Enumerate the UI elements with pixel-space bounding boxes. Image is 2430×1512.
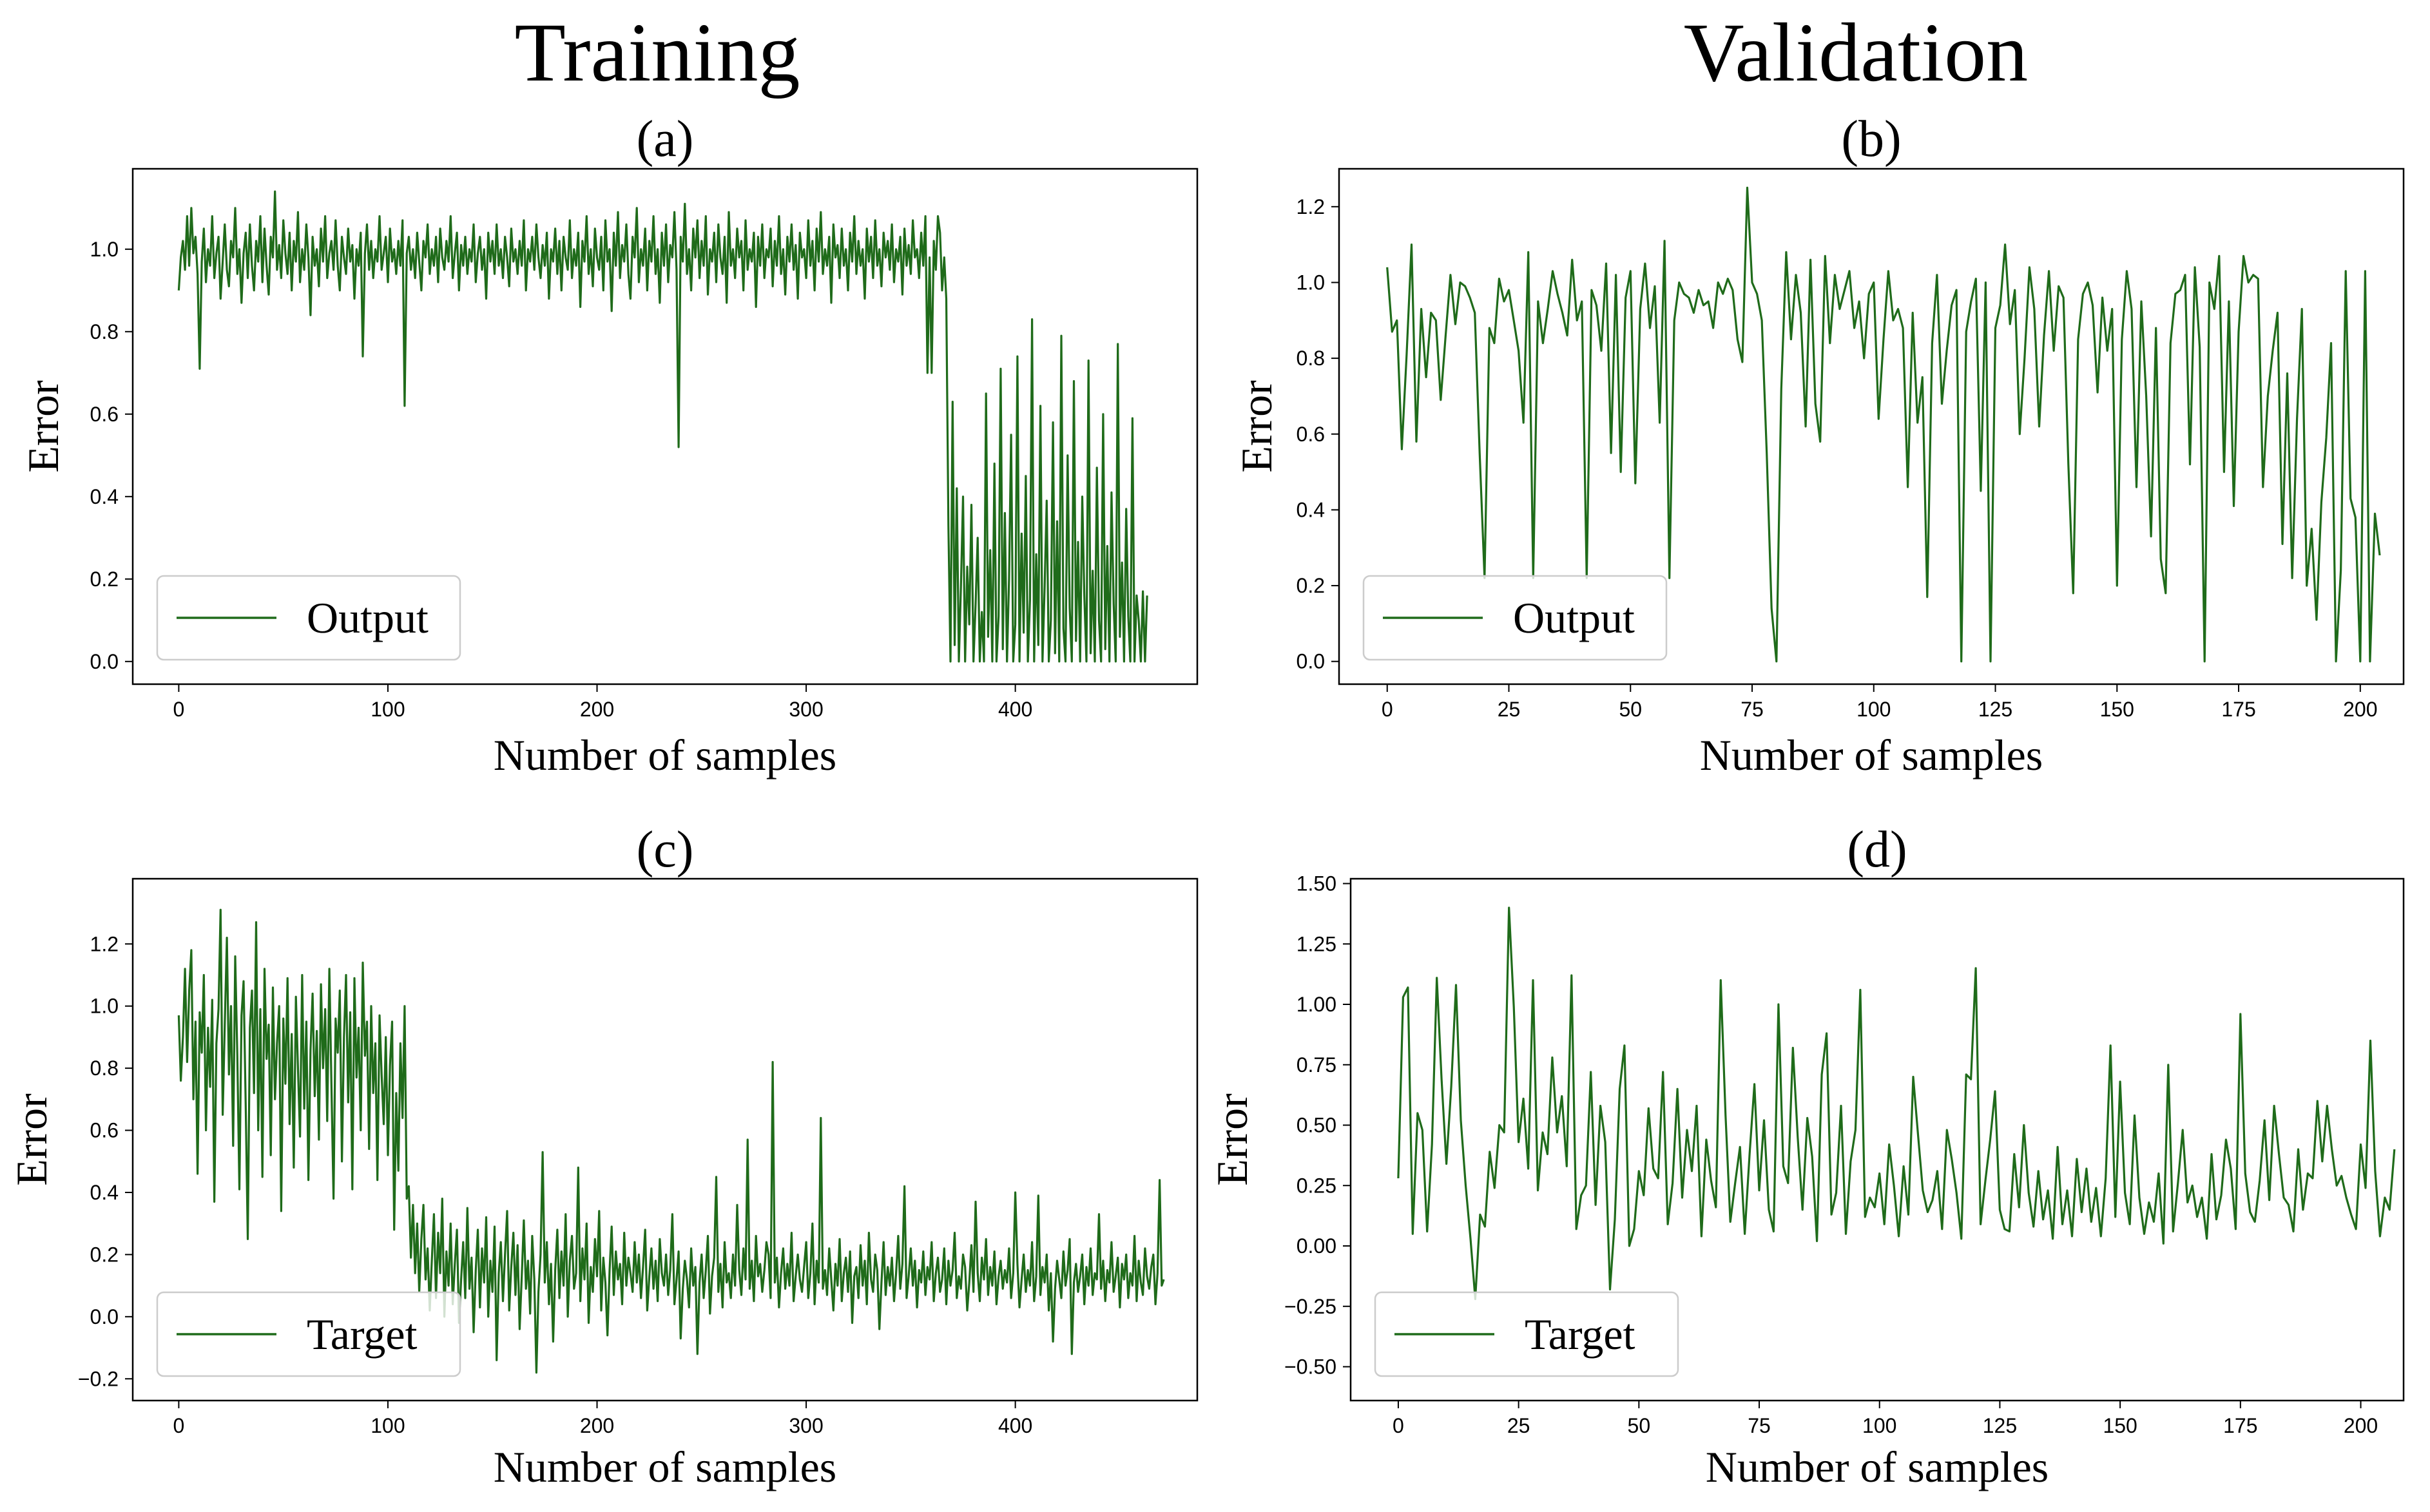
- y-tick-label: 1.00: [1297, 993, 1336, 1016]
- x-tick-label: 0: [1393, 1414, 1404, 1437]
- legend-label: Output: [307, 593, 429, 642]
- y-tick-label: 1.0: [1297, 271, 1325, 294]
- data-line: [1386, 186, 2381, 663]
- y-axis-label: Error: [1208, 1093, 1257, 1186]
- y-axis-label: Error: [19, 380, 68, 473]
- y-tick-label: 0.50: [1297, 1114, 1336, 1137]
- y-tick-label: 0.0: [90, 1305, 119, 1328]
- legend-label: Output: [1513, 593, 1635, 642]
- x-tick-label: 200: [580, 698, 614, 721]
- y-tick-label: −0.50: [1284, 1355, 1336, 1379]
- x-tick-label: 50: [1619, 698, 1642, 721]
- y-tick-label: 0.6: [1297, 423, 1325, 446]
- y-tick-label: 0.6: [90, 403, 119, 426]
- x-tick-label: 300: [789, 1414, 823, 1437]
- y-tick-label: 0.4: [90, 1181, 119, 1204]
- y-tick-label: 0.2: [90, 568, 119, 591]
- panel-a: (a) 0 100 200 300 400 0.0 0.2 0.4 0.6 0.8 1.0 Number…: [19, 111, 1199, 780]
- plot-frame: [131, 877, 1199, 1402]
- x-tick-label: 125: [1978, 698, 2012, 721]
- panel-d: (d) 0 25 50 75 100 125 150 175 200 −0.50 −0.25 0.00 0…: [1208, 821, 2405, 1491]
- x-tick-label: 25: [1507, 1414, 1530, 1437]
- x-axis-label: Number of samples: [1706, 1442, 2049, 1491]
- legend-box: [1374, 1291, 1679, 1377]
- x-axis-label: Number of samples: [1700, 731, 2043, 780]
- x-tick-label: 175: [2221, 698, 2255, 721]
- y-tick-label: 0.8: [1297, 347, 1325, 370]
- x-tick-label: 0: [1382, 698, 1393, 721]
- y-tick-label: 1.50: [1297, 872, 1336, 895]
- data-line: [177, 190, 1148, 663]
- panel-title: (c): [637, 821, 694, 878]
- y-tick-label: 1.0: [90, 995, 119, 1018]
- plot-frame: [1349, 877, 2405, 1402]
- x-tick-label: 200: [2344, 1414, 2378, 1437]
- column-title-training: Training: [514, 6, 800, 99]
- panel-title: (d): [1847, 821, 1907, 878]
- x-tick-label: 75: [1741, 698, 1764, 721]
- y-tick-label: −0.2: [78, 1367, 119, 1390]
- y-tick-label: 0.2: [90, 1243, 119, 1266]
- data-line: [1397, 906, 2396, 1301]
- x-tick-label: 400: [998, 698, 1032, 721]
- y-tick-label: 1.25: [1297, 932, 1336, 955]
- panel-title: (b): [1841, 111, 1901, 167]
- x-tick-label: 25: [1498, 698, 1521, 721]
- x-tick-label: 150: [2100, 698, 2134, 721]
- y-tick-label: 0.4: [1297, 498, 1325, 521]
- x-tick-label: 125: [1983, 1414, 2017, 1437]
- y-tick-label: 0.00: [1297, 1234, 1336, 1258]
- y-tick-label: 0.8: [90, 320, 119, 343]
- legend-box: [156, 575, 461, 661]
- y-tick-label: 0.8: [90, 1057, 119, 1080]
- column-title-validation: Validation: [1684, 6, 2028, 99]
- plot-frame: [1338, 167, 2405, 685]
- x-tick-label: 100: [371, 1414, 405, 1437]
- x-tick-label: 200: [2343, 698, 2377, 721]
- x-tick-label: 200: [580, 1414, 614, 1437]
- panel-b: (b) 0 25 50 75 100 125 150 175 200 0.0 0.2 0.4 0.6 0.8…: [1232, 111, 2405, 780]
- y-tick-label: 0.6: [90, 1119, 119, 1142]
- y-tick-label: 0.75: [1297, 1053, 1336, 1077]
- x-tick-label: 150: [2103, 1414, 2137, 1437]
- y-tick-label: 1.0: [90, 238, 119, 261]
- x-tick-label: 100: [1862, 1414, 1896, 1437]
- y-tick-label: −0.25: [1284, 1295, 1336, 1318]
- x-tick-label: 100: [1856, 698, 1891, 721]
- x-tick-label: 75: [1748, 1414, 1771, 1437]
- legend-label: Target: [1525, 1310, 1635, 1359]
- x-axis-label: Number of samples: [494, 731, 837, 780]
- y-tick-label: 1.2: [1297, 195, 1325, 218]
- x-tick-label: 100: [371, 698, 405, 721]
- y-tick-label: 0.25: [1297, 1174, 1336, 1197]
- panel-title: (a): [637, 111, 694, 167]
- x-tick-label: 400: [998, 1414, 1032, 1437]
- y-axis-label: Error: [7, 1093, 56, 1186]
- legend-box: [1362, 575, 1668, 661]
- y-tick-label: 0.0: [1297, 650, 1325, 673]
- y-tick-label: 0.2: [1297, 574, 1325, 597]
- x-tick-label: 50: [1628, 1414, 1651, 1437]
- panel-c: (c) 0 100 200 300 400 −0.2 0.0 0.2 0.4 0.6 0.8 1.0 1.…: [7, 821, 1199, 1491]
- y-tick-label: 0.4: [90, 485, 119, 508]
- x-tick-label: 300: [789, 698, 823, 721]
- legend-label: Target: [307, 1310, 418, 1359]
- legend-box: [156, 1291, 461, 1377]
- x-tick-label: 0: [173, 1414, 185, 1437]
- x-axis-label: Number of samples: [494, 1442, 837, 1491]
- x-tick-label: 175: [2223, 1414, 2257, 1437]
- y-tick-label: 0.0: [90, 650, 119, 673]
- x-tick-label: 0: [173, 698, 185, 721]
- data-line: [177, 908, 1165, 1374]
- y-axis-label: Error: [1232, 380, 1281, 473]
- plot-frame: [131, 167, 1199, 685]
- y-tick-label: 1.2: [90, 932, 119, 955]
